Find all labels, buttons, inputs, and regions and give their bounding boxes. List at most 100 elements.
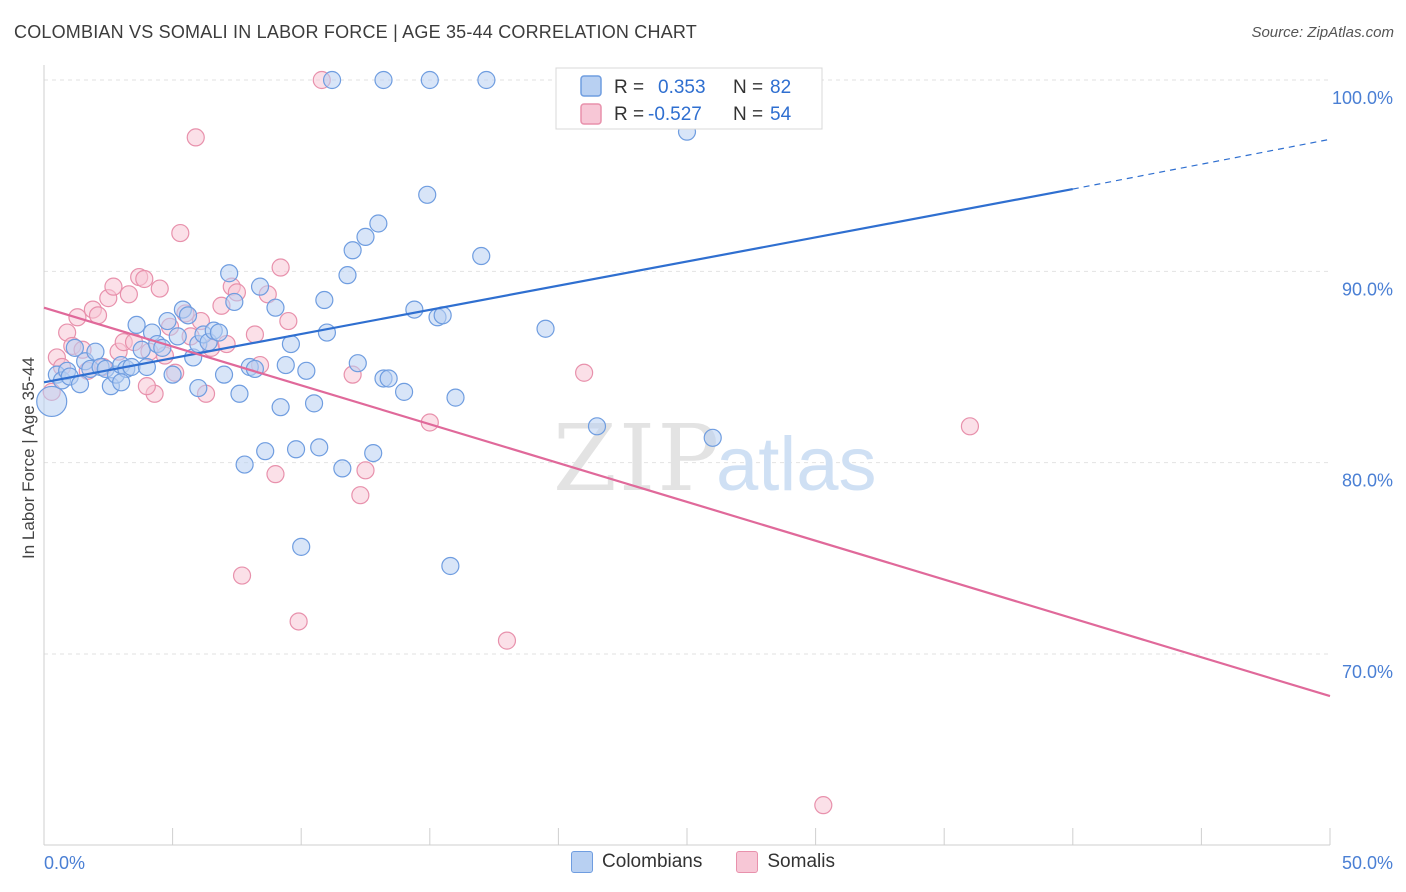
somali-point xyxy=(232,566,252,585)
x-tick-label: 0.0% xyxy=(44,853,85,873)
colombian-point xyxy=(356,227,375,246)
colombian-point xyxy=(36,385,68,418)
colombian-point xyxy=(112,373,131,392)
y-tick-label: 80.0% xyxy=(1342,471,1393,491)
somali-point xyxy=(497,631,517,650)
somali-point xyxy=(245,325,265,344)
watermark-zip: ZIP xyxy=(553,405,721,512)
colombian-point xyxy=(65,338,84,357)
legend-item-colombians[interactable]: Colombians xyxy=(571,851,702,873)
colombian-point xyxy=(266,298,285,317)
legend-pink-r-label: R = xyxy=(614,104,644,125)
colombian-point xyxy=(477,70,496,90)
colombian-point xyxy=(158,311,177,331)
colombian-point xyxy=(168,327,187,346)
somali-point xyxy=(150,279,169,298)
colombian-point xyxy=(209,323,228,342)
colombian-point xyxy=(230,384,249,403)
somalis-swatch xyxy=(736,851,759,873)
y-tick-label: 90.0% xyxy=(1342,279,1393,299)
series-legend: Colombians Somalis xyxy=(0,851,1406,873)
somali-point xyxy=(137,377,156,396)
somali-point xyxy=(575,363,594,382)
colombian-point xyxy=(86,342,105,361)
source-label: Source: ZipAtlas.com xyxy=(1251,24,1394,41)
somali-point xyxy=(266,465,285,484)
colombian-point xyxy=(256,442,275,461)
legend-pink-swatch xyxy=(580,103,602,125)
somali-point xyxy=(289,612,308,631)
colombians-label: Colombians xyxy=(602,851,703,872)
legend-blue-n-value: 82 xyxy=(770,77,791,98)
somali-point xyxy=(104,277,123,296)
colombian-point xyxy=(374,70,393,90)
colombian-point xyxy=(379,369,398,388)
colombian-point xyxy=(225,292,244,312)
colombian-point xyxy=(70,375,90,394)
colombian-point xyxy=(127,315,146,335)
somalis-label: Somalis xyxy=(767,851,835,872)
colombian-point xyxy=(348,354,367,373)
colombian-point xyxy=(364,444,383,463)
colombian-point xyxy=(394,382,414,401)
colombian-point xyxy=(276,355,295,375)
legend-item-somalis[interactable]: Somalis xyxy=(736,851,835,873)
somali-point xyxy=(119,285,138,304)
somali-point xyxy=(351,486,370,505)
colombian-point xyxy=(271,398,290,417)
watermark-atlas: atlas xyxy=(716,422,877,507)
somali-point xyxy=(279,311,298,331)
colombian-point xyxy=(214,365,234,384)
colombian-point xyxy=(235,455,254,474)
legend-blue-r-label: R = xyxy=(614,77,644,98)
colombian-point xyxy=(338,266,357,285)
colombian-point xyxy=(163,365,182,384)
colombian-point xyxy=(304,394,324,413)
y-axis-label: In Labor Force | Age 35-44 xyxy=(19,357,38,559)
colombian-point xyxy=(178,306,198,325)
correlation-legend: R = 0.353 N = 82 R = -0.527 N = 54 xyxy=(555,67,823,130)
colombian-point xyxy=(132,340,151,359)
colombian-point xyxy=(420,70,439,90)
y-tick-label: 100.0% xyxy=(1332,88,1393,108)
colombian-point xyxy=(405,300,424,319)
somali-point xyxy=(814,796,833,815)
y-tick-label: 70.0% xyxy=(1342,662,1393,682)
legend-blue-r-value: 0.353 xyxy=(658,77,706,98)
colombian-point xyxy=(587,417,607,436)
colombian-point xyxy=(322,70,342,90)
colombian-point xyxy=(333,459,352,478)
somali-trend-line xyxy=(43,306,1331,698)
somali-point xyxy=(186,128,205,147)
colombian-point xyxy=(343,241,362,260)
legend-pink-n-value: 54 xyxy=(770,104,792,125)
somali-point xyxy=(135,269,154,289)
colombian-point xyxy=(292,537,311,556)
colombian-point xyxy=(446,388,465,407)
watermark: ZIP atlas xyxy=(553,405,877,512)
trend-lines xyxy=(43,138,1331,698)
colombian-point xyxy=(369,214,388,233)
x-tick-label: 50.0% xyxy=(1342,853,1393,873)
axes: 70.0% 80.0% 90.0% 100.0% 0.0% 50.0% xyxy=(43,65,1393,873)
colombian-point xyxy=(536,319,555,338)
colombian-point xyxy=(310,438,329,457)
colombian-point xyxy=(297,361,316,380)
colombian-point xyxy=(703,428,722,447)
colombian-point xyxy=(250,277,270,296)
colombian-point xyxy=(418,185,437,204)
colombian-point xyxy=(189,378,208,398)
somali-point xyxy=(271,258,290,277)
legend-pink-n-label: N = xyxy=(733,104,763,125)
colombian-point xyxy=(315,290,334,310)
colombian-point xyxy=(317,323,337,342)
colombian-point xyxy=(286,440,306,459)
colombian-point xyxy=(472,246,491,266)
colombian-point xyxy=(220,264,239,283)
colombian-trend-extension xyxy=(1072,138,1331,190)
somali-point xyxy=(356,461,375,480)
legend-pink-r-value: -0.527 xyxy=(648,104,702,125)
legend-blue-swatch xyxy=(580,75,602,97)
colombian-point xyxy=(441,556,460,576)
